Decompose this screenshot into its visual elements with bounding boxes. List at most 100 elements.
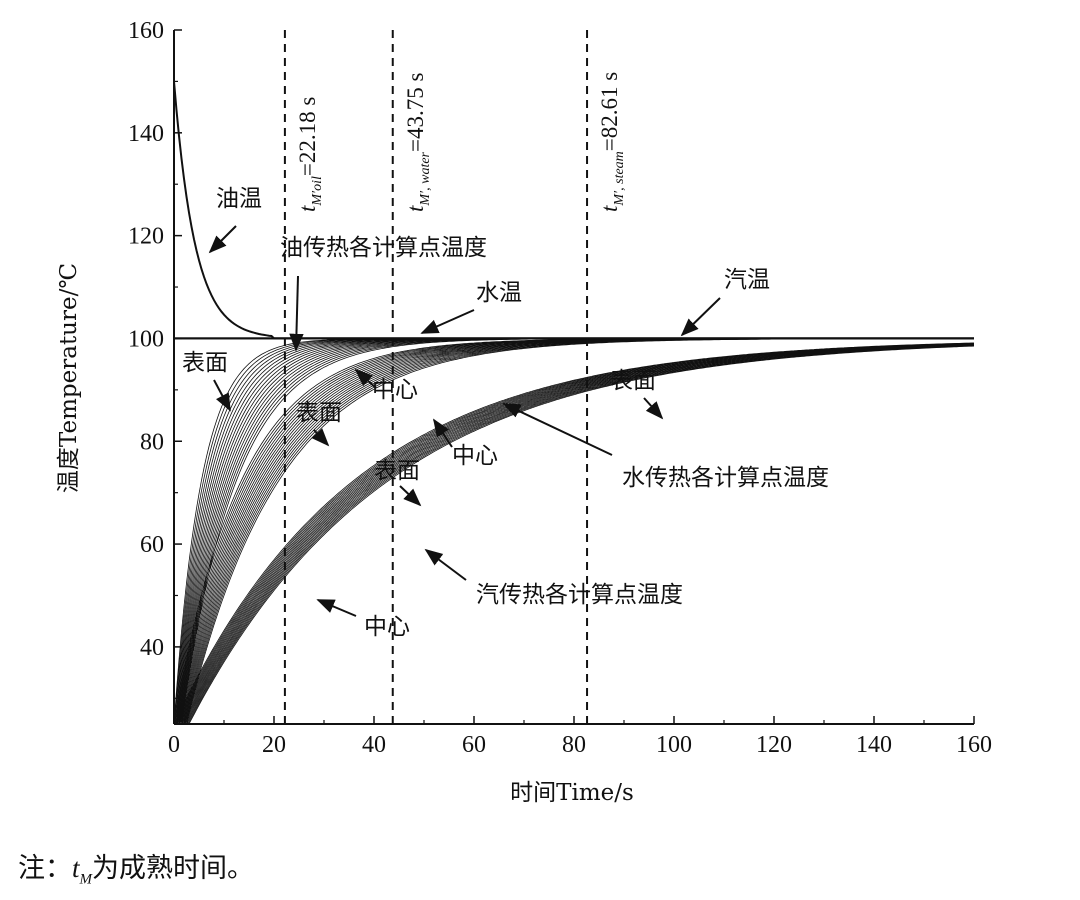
x-tick-label: 40 — [362, 732, 386, 758]
band-3-line-5 — [174, 343, 975, 725]
x-tick-label: 120 — [756, 732, 792, 758]
vline-1-label: tM′oil=22.18 s — [295, 97, 325, 212]
band-2-line-2 — [173, 338, 974, 725]
y-tick-label: 120 — [128, 224, 164, 250]
band-1-line-5 — [173, 338, 974, 725]
x-tick-label: 20 — [262, 732, 286, 758]
band-2-line-9 — [174, 338, 974, 725]
band-2-line-11 — [174, 338, 974, 725]
band-2-line-5 — [174, 338, 974, 725]
x-tick-label: 140 — [856, 732, 892, 758]
band-1-line-12 — [174, 338, 974, 725]
annotation-water-temp-arrow — [420, 309, 475, 334]
x-tick-label: 0 — [168, 732, 180, 758]
note-symbol: t — [72, 853, 80, 883]
band-3-line-4 — [174, 343, 975, 725]
annotation-water-band: 水传热各计算点温度 — [622, 465, 829, 491]
band-3-line-3 — [173, 342, 975, 725]
band-3-line-18 — [174, 345, 975, 725]
chart-svg: tM′oil=22.18 s tM′, water=43.75 s tM′, ste… — [56, 18, 992, 806]
band-3-line-14 — [174, 344, 975, 725]
band-1-line-17 — [174, 338, 974, 725]
band-2-line-8 — [174, 338, 974, 725]
y-axis-title: 温度Temperature/℃ — [56, 263, 82, 493]
band-2-line-1 — [173, 338, 974, 725]
band-1-line-9 — [174, 338, 974, 725]
x-tick-label: 80 — [562, 732, 586, 758]
annotation-water-band-arrow — [502, 403, 613, 456]
annotation-center-2: 中心 — [452, 443, 498, 469]
note-text: 为成熟时间。 — [92, 853, 255, 884]
vline-layer: tM′oil=22.18 s tM′, water=43.75 s tM′, ste… — [283, 30, 627, 724]
band-2-line-14 — [174, 338, 974, 725]
annotation-surface-1-arrow — [213, 379, 231, 412]
band-2-line-3 — [173, 338, 974, 725]
band-2-line-6 — [174, 338, 974, 725]
annotation-surface-1: 表面 — [182, 350, 228, 376]
annotation-center-3-arrow — [316, 599, 357, 617]
band-3-line-2 — [173, 342, 975, 725]
band-1-line-1 — [173, 338, 974, 725]
annotation-steam-band-arrow — [424, 548, 467, 581]
band-1-line-8 — [174, 338, 974, 725]
band-1-line-7 — [174, 338, 974, 725]
y-tick-label: 100 — [128, 326, 164, 352]
band-3-line-7 — [174, 343, 974, 725]
annotation-surface-3-arrow — [643, 397, 664, 420]
band-3-line-13 — [174, 344, 974, 725]
annotation-surface-4-arrow — [399, 485, 422, 507]
y-tick-label: 40 — [140, 635, 164, 661]
band-1-line-18 — [174, 338, 974, 725]
band-2-line-16 — [174, 338, 974, 725]
annotation-oil-temp: 油温 — [216, 186, 262, 212]
band-3-line-8 — [174, 343, 975, 725]
x-tick-label: 100 — [656, 732, 692, 758]
annotation-steam-temp-arrow — [680, 297, 721, 337]
band-layer — [173, 338, 975, 725]
band-1-line-10 — [174, 338, 974, 725]
annotation-oil-band: 油传热各计算点温度 — [280, 235, 487, 261]
annotation-center-1-arrow — [354, 368, 377, 389]
band-1-line-11 — [174, 338, 974, 725]
tick-layer: 0 20 40 60 80 100 120 140 160 40 60 80 100 120 140 160 — [128, 18, 992, 758]
annotation-center-2-arrow — [433, 418, 453, 448]
y-tick-label: 160 — [128, 18, 164, 44]
band-2-line-7 — [174, 338, 974, 725]
band-3-line-9 — [174, 343, 975, 725]
annotation-center-1: 中心 — [372, 377, 418, 403]
annotation-surface-2-arrow — [311, 428, 330, 447]
band-2-line-15 — [174, 338, 974, 725]
band-3-line-15 — [174, 345, 975, 725]
annotation-surface-4: 表面 — [374, 458, 420, 484]
annotation-steam-temp: 汽温 — [724, 267, 770, 293]
figure-note: 注：tM为成熟时间。 — [18, 846, 254, 888]
vline-2-label: tM′, water=43.75 s — [403, 73, 433, 212]
x-tick-label: 160 — [956, 732, 992, 758]
vline-3-label: tM′, steam=82.61 s — [597, 72, 627, 212]
band-1-line-16 — [174, 338, 974, 725]
band-1-line-3 — [173, 338, 974, 725]
annotation-center-3: 中心 — [364, 614, 410, 640]
band-3-line-17 — [174, 345, 975, 725]
y-tick-label: 60 — [140, 532, 164, 558]
band-3-line-16 — [174, 345, 975, 725]
band-1-line-6 — [173, 338, 974, 725]
band-2-line-4 — [173, 338, 974, 725]
note-prefix: 注： — [18, 853, 72, 884]
annotation-oil-band-arrow — [289, 275, 304, 352]
x-tick-label: 60 — [462, 732, 486, 758]
band-2-line-17 — [174, 338, 974, 725]
band-1-line-15 — [174, 338, 974, 725]
band-1-line-14 — [174, 338, 974, 725]
band-2-line-12 — [174, 338, 974, 725]
band-1-line-4 — [173, 338, 974, 725]
annotation-water-temp: 水温 — [476, 280, 522, 306]
note-subscript: M — [79, 871, 93, 888]
band-1-line-13 — [174, 338, 974, 725]
band-2-line-13 — [174, 338, 974, 725]
y-tick-label: 140 — [128, 121, 164, 147]
annotation-oil-temp-arrow — [208, 225, 237, 254]
band-3-line-10 — [174, 344, 975, 725]
